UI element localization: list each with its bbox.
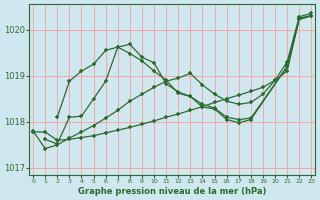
X-axis label: Graphe pression niveau de la mer (hPa): Graphe pression niveau de la mer (hPa) — [78, 187, 267, 196]
